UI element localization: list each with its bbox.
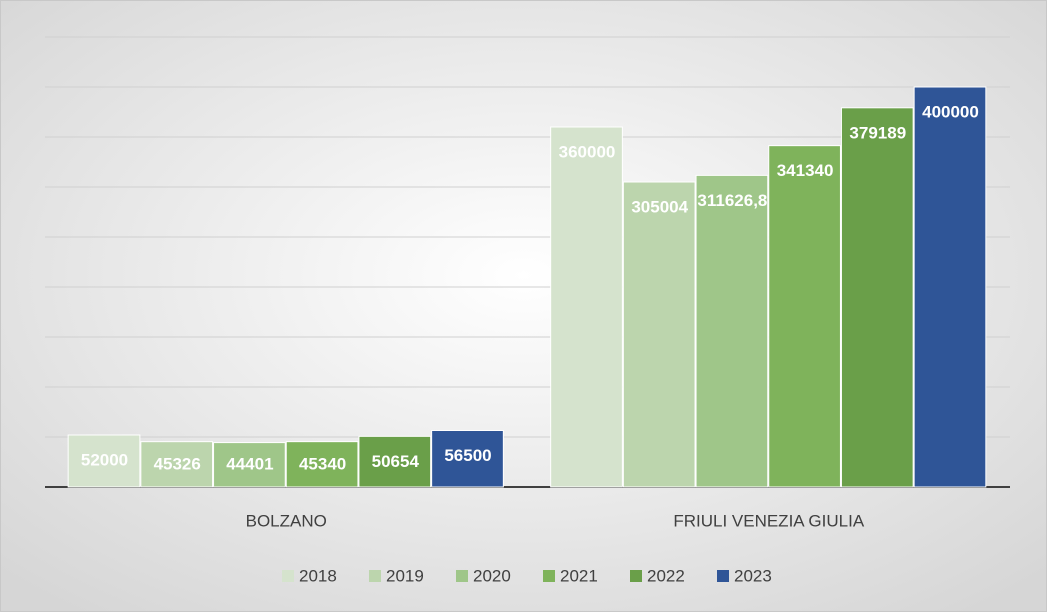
legend-label: 2019 [386,566,424,585]
legend-label: 2022 [647,566,685,585]
bar [913,86,987,488]
data-label: 311626,8 [697,191,767,210]
legend-label: 2021 [560,566,598,585]
legend-label: 2018 [299,566,337,585]
bar [431,430,504,488]
data-label: 56500 [444,446,491,465]
data-label: 341340 [777,161,834,180]
bar [840,107,914,488]
data-label: 379189 [849,123,906,142]
legend-swatch [717,570,729,582]
data-label: 45340 [299,454,346,473]
legend-swatch [369,570,381,582]
bar [140,441,214,488]
data-label: 400000 [922,102,979,121]
data-label: 50654 [372,452,420,471]
bar [550,126,623,488]
legend-swatch [456,570,468,582]
legend-label: 2023 [734,566,772,585]
bar [695,174,769,488]
data-label: 305004 [631,197,688,216]
x-tick-label: FRIULI VENEZIA GIULIA [673,511,864,530]
data-label: 44401 [226,454,273,473]
data-label: 45326 [154,454,201,473]
legend-swatch [630,570,642,582]
legend-swatch [543,570,555,582]
bar [358,435,432,488]
bar [768,145,841,488]
bar [213,442,286,488]
legend-label: 2020 [473,566,511,585]
legend-swatch [282,570,294,582]
bar [285,441,359,488]
x-tick-label: BOLZANO [246,511,327,530]
bar [67,434,141,488]
bar [622,181,696,488]
data-label: 360000 [559,142,616,161]
data-label: 52000 [81,450,128,469]
